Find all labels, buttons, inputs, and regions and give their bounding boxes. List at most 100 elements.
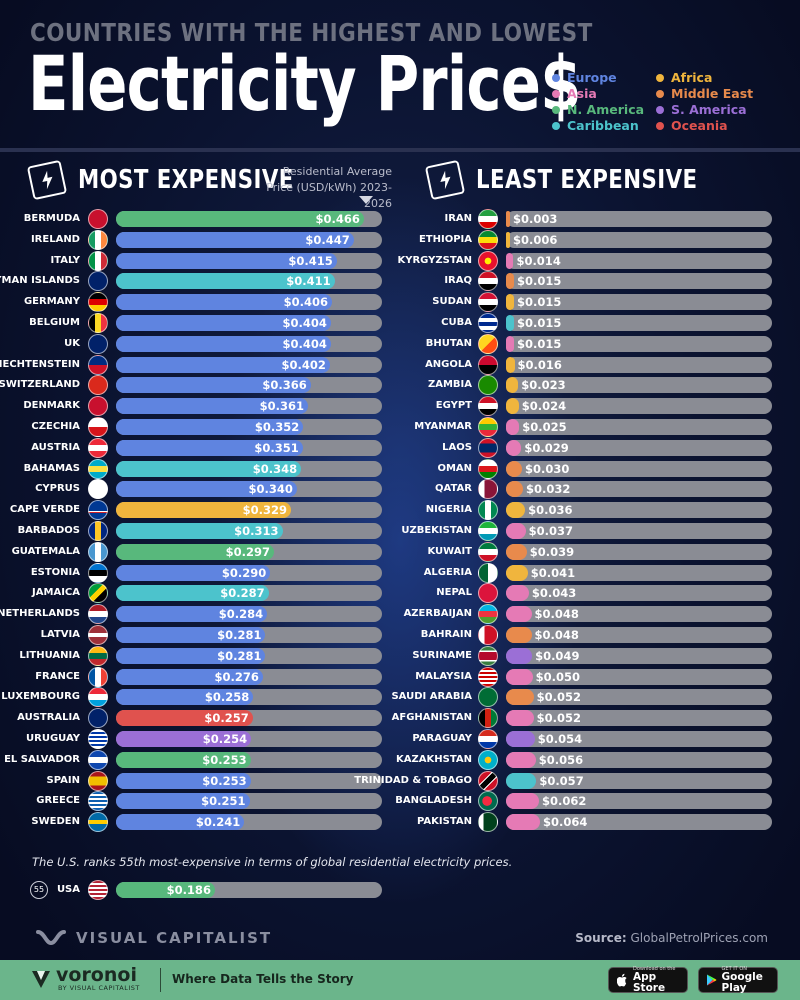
- app-store-small: Download on the: [633, 966, 676, 972]
- bar: [506, 211, 510, 227]
- bar-track: $0.241: [116, 814, 382, 831]
- bar-track: $0.048: [506, 606, 772, 623]
- data-label: $0.281: [217, 648, 262, 663]
- flag-icon: [478, 229, 498, 250]
- flag-icon: [88, 417, 108, 437]
- data-label: $0.329: [242, 503, 288, 518]
- category-label: USA: [56, 884, 80, 895]
- category-label: AUSTRIA: [31, 441, 80, 453]
- bar: [116, 419, 304, 435]
- legend-item: Oceania: [656, 118, 728, 133]
- bar: [116, 273, 335, 290]
- bar-row: UK $0.404: [0, 333, 800, 354]
- flag-icon: [478, 479, 498, 500]
- flag-icon: [88, 729, 108, 749]
- bar-track: $0.049: [506, 647, 772, 664]
- bar: [506, 543, 527, 560]
- bar-track: $0.284: [116, 606, 382, 623]
- category-label: CUBA: [441, 317, 472, 328]
- bar-row: KUWAIT $0.039: [0, 541, 800, 562]
- bar-row: GERMANY $0.406: [0, 292, 800, 313]
- google-play-small: GET IT ON: [721, 966, 748, 972]
- bar-row: AUSTRIA $0.351: [0, 437, 800, 458]
- bar-track: $0.014: [506, 252, 772, 269]
- data-label: $0.366: [262, 378, 307, 393]
- source-prefix: Source:: [575, 931, 627, 945]
- bar-track: $0.015: [506, 273, 772, 290]
- category-label: BERMUDA: [23, 213, 80, 224]
- most-expensive-heading: MOST EXPENSIVE: [26, 159, 341, 201]
- bar-row: OMAN $0.030: [0, 458, 800, 479]
- flag-icon: [88, 375, 108, 396]
- category-label: QATAR: [435, 483, 472, 495]
- bar-track: $0.186: [116, 882, 382, 898]
- bar: [506, 481, 524, 498]
- flag-icon: [88, 250, 108, 271]
- app-store-button[interactable]: Download on the App Store: [608, 966, 688, 994]
- legend-label: Caribbean: [567, 118, 639, 133]
- legend-item: Asia: [552, 86, 597, 101]
- bar-row: AFGHANISTAN $0.052: [0, 708, 800, 729]
- bar: [116, 710, 253, 727]
- bar: [116, 523, 283, 539]
- data-label: $0.361: [259, 399, 305, 414]
- bar: [506, 772, 537, 789]
- bar-track: $0.015: [506, 294, 772, 311]
- legend-item: Caribbean: [552, 118, 639, 133]
- legend-item: S. America: [656, 102, 747, 117]
- bar-track: $0.313: [116, 523, 382, 539]
- legend-dot-icon: [552, 105, 560, 114]
- bar-track: $0.056: [506, 751, 772, 768]
- data-label: $0.447: [305, 232, 350, 247]
- flag-icon: [88, 666, 108, 687]
- flag-icon: [478, 437, 498, 458]
- bar-row: CZECHIA $0.352: [0, 417, 800, 437]
- bar: [116, 627, 266, 643]
- bar-track: $0.036: [506, 502, 772, 519]
- legend-label: N. America: [567, 102, 645, 117]
- category-label: LITHUANIA: [19, 649, 80, 661]
- legend-item: Africa: [656, 70, 712, 85]
- flag-icon: [478, 625, 498, 645]
- least-expensive-title: LEAST EXPENSIVE: [476, 165, 698, 195]
- bar: [506, 751, 536, 768]
- data-label: $0.006: [513, 232, 558, 247]
- google-play-button[interactable]: GET IT ON Google Play: [698, 966, 778, 994]
- flag-icon: [478, 749, 498, 770]
- bar-track: $0.352: [116, 419, 382, 435]
- bar: [116, 731, 252, 747]
- bar-row: SUDAN $0.015: [0, 292, 800, 313]
- flag-icon: [478, 583, 498, 604]
- bar: [506, 460, 522, 477]
- flag-icon: [88, 354, 108, 375]
- bar-row: BAHAMAS $0.348: [0, 458, 800, 479]
- bar-track: $0.048: [506, 627, 772, 643]
- category-label: KYRGYZSTAN: [397, 254, 472, 266]
- flag-icon: [88, 791, 108, 812]
- flag-icon: [478, 791, 498, 812]
- data-label: $0.014: [516, 253, 561, 268]
- data-label: $0.251: [201, 794, 246, 809]
- bar: [506, 315, 514, 331]
- category-label: LUXEMBOURG: [1, 691, 80, 703]
- legend-dot-icon: [656, 89, 664, 98]
- category-label: EL SALVADOR: [4, 753, 80, 765]
- category-label: OMAN: [437, 462, 472, 474]
- bottom-bar: voronoi BY VISUAL CAPITALIST Where Data …: [0, 960, 800, 1000]
- data-label: $0.411: [286, 274, 331, 289]
- google-play-label: Google Play: [721, 971, 763, 994]
- divider: [160, 968, 161, 992]
- voronoi-logo[interactable]: voronoi BY VISUAL CAPITALIST: [30, 966, 140, 992]
- category-label: PARAGUAY: [412, 733, 472, 744]
- flag-icon: [88, 458, 108, 479]
- bar-track: $0.258: [116, 689, 382, 706]
- category-label: TRINIDAD & TOBAGO: [354, 774, 472, 786]
- data-label: $0.030: [524, 461, 570, 476]
- category-label: SUDAN: [432, 296, 472, 308]
- bar: [116, 751, 251, 768]
- flag-icon: [88, 229, 108, 250]
- category-label: PAKISTAN: [417, 816, 472, 828]
- data-label: $0.015: [516, 336, 562, 351]
- legend-item: Europe: [552, 70, 617, 85]
- flag-icon: [88, 880, 108, 900]
